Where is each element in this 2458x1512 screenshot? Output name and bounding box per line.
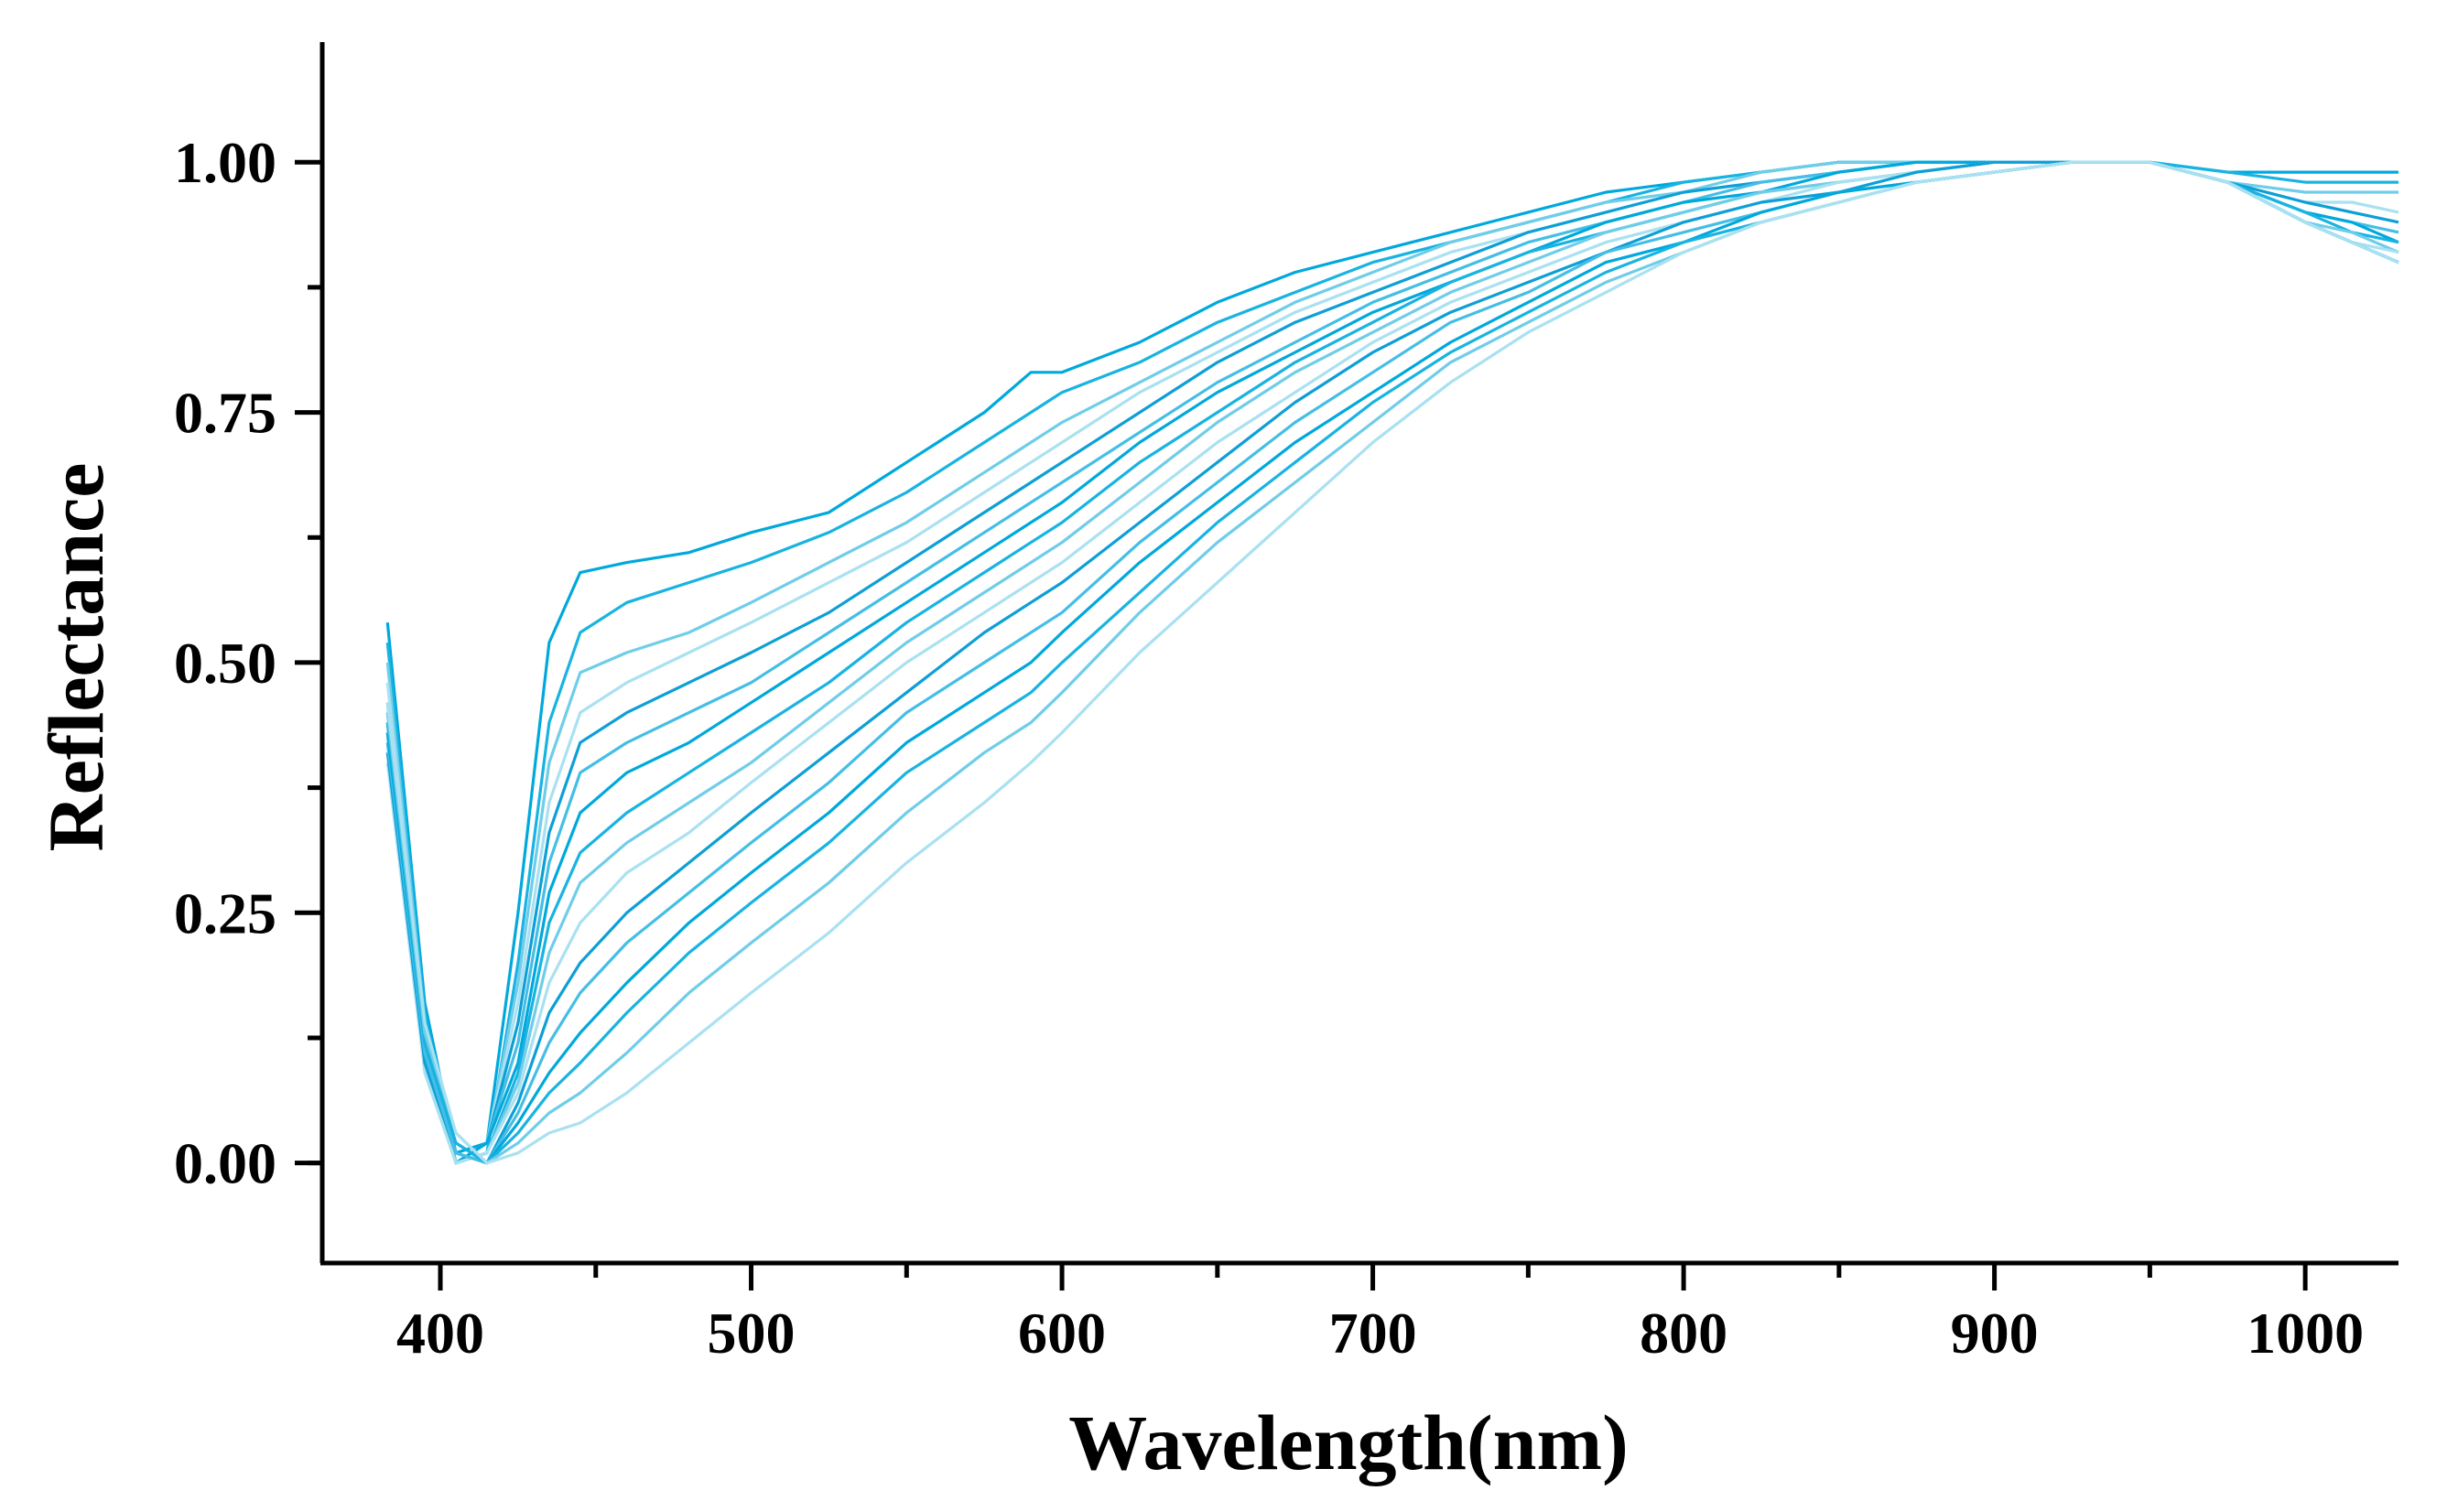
y-tick-label: 0.75: [174, 381, 276, 446]
x-tick-label: 500: [708, 1301, 796, 1366]
series-line-8: [385, 160, 2399, 1165]
y-tick-label: 1.00: [174, 130, 276, 195]
x-tick-label: 400: [396, 1301, 484, 1366]
series-line-16: [385, 160, 2399, 1165]
y-axis-title: Reflectance: [32, 463, 120, 852]
series-line-11: [385, 160, 2399, 1165]
axes-layer: 0.00 0.25 0.50 0.75 1.00 400 500 600 700 800 900 10…: [174, 42, 2398, 1366]
x-tick-label: 600: [1018, 1301, 1106, 1366]
y-tick-label: 0.25: [174, 880, 276, 945]
x-tick-label: 800: [1640, 1301, 1727, 1366]
y-tick-label: 0.50: [174, 631, 276, 696]
x-tick-label: 900: [1951, 1301, 2039, 1366]
x-axis-title: Wavelength(nm): [1068, 1399, 1629, 1486]
x-tick-label: 700: [1329, 1301, 1417, 1366]
y-tick-label: 0.00: [174, 1131, 276, 1196]
series-layer: [385, 160, 2399, 1165]
x-tick-label: 1000: [2247, 1301, 2364, 1366]
